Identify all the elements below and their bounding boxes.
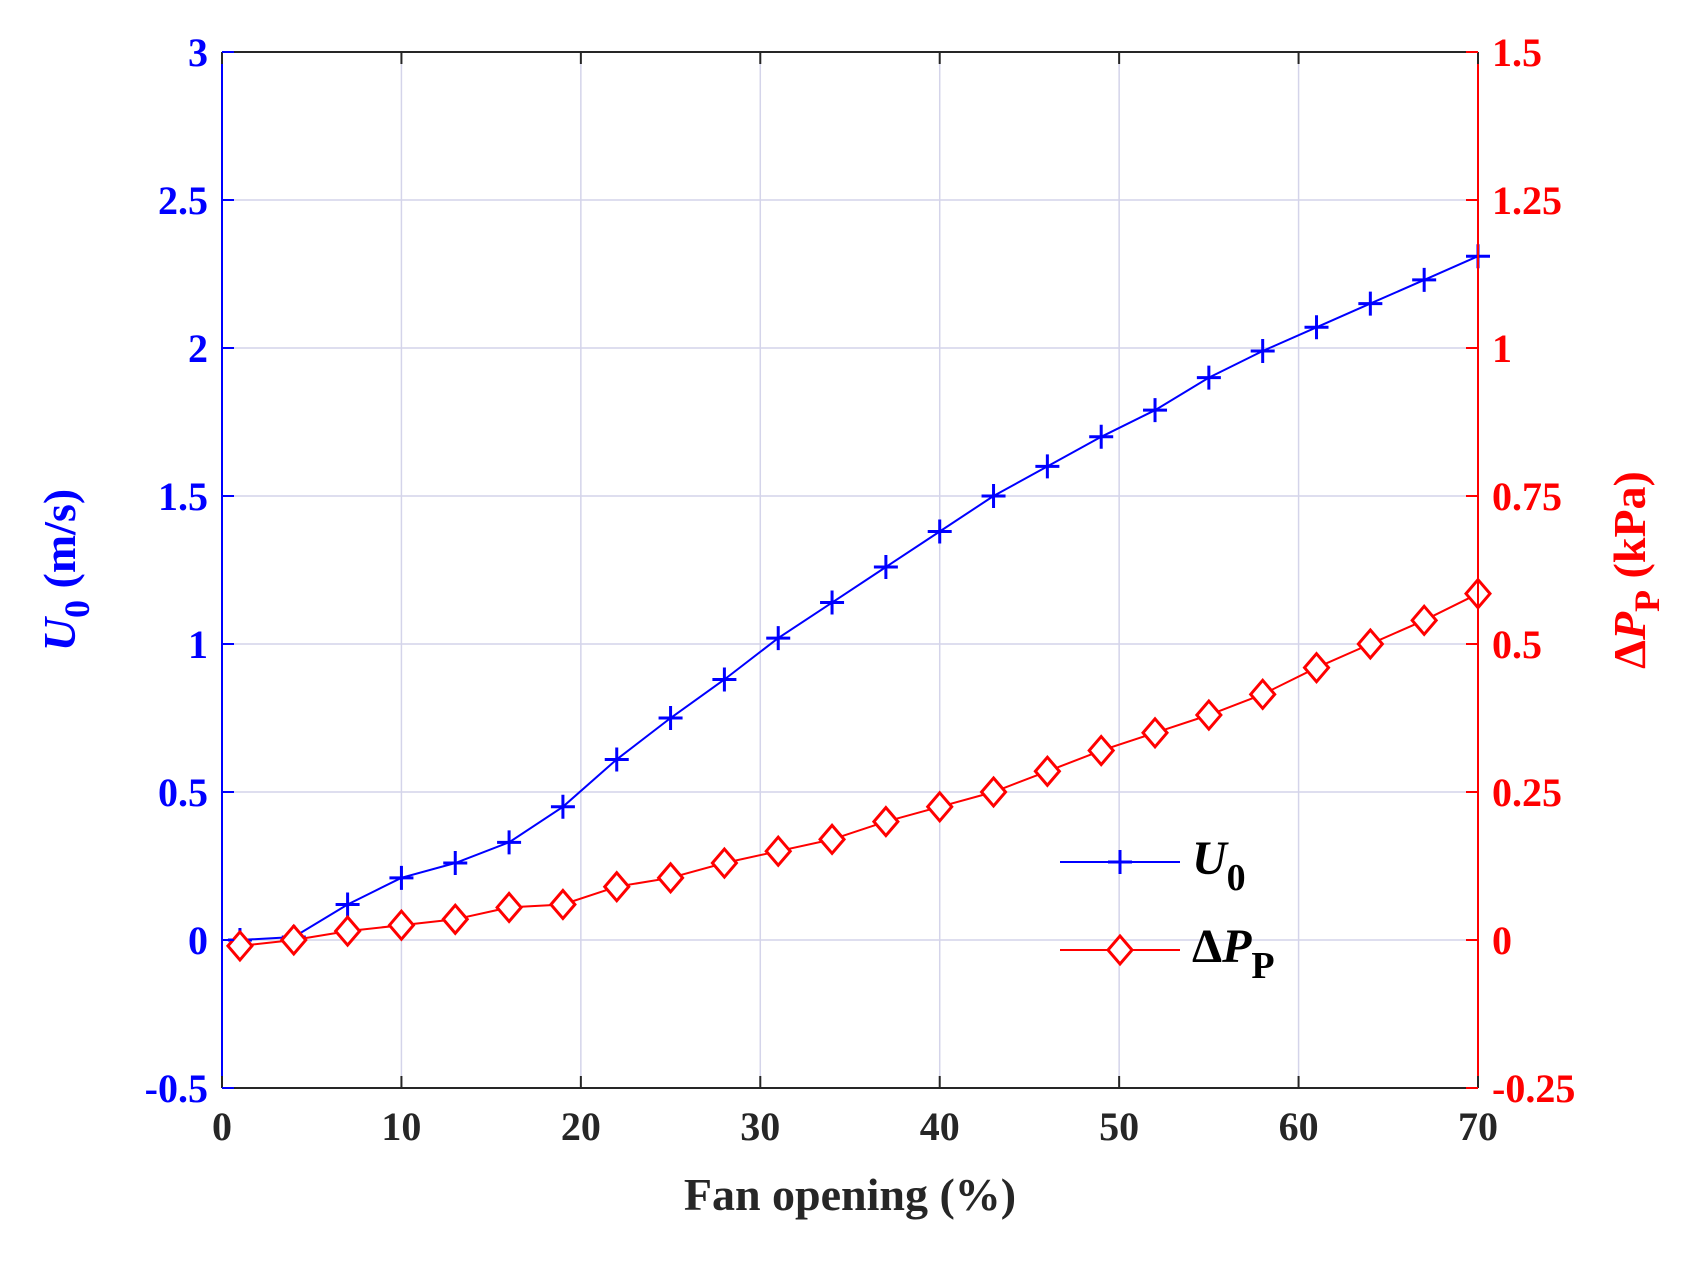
legend-u0-main: U: [1192, 832, 1229, 885]
y-right-axis-title: ΔPP (kPa): [1604, 471, 1667, 669]
series-0-point-15: [1035, 454, 1060, 479]
legend-dp-main: P: [1221, 920, 1252, 973]
plot-background: [222, 52, 1478, 1088]
legend-dp-sub: P: [1251, 945, 1274, 987]
series-1-point-16: [1087, 734, 1116, 767]
y-left-axis-title: U0 (m/s): [34, 489, 97, 651]
series-0-point-11: [820, 590, 845, 615]
series-1-point-8: [656, 861, 685, 895]
series-1-point-4: [441, 902, 470, 936]
grid: [222, 52, 1478, 1088]
series-line-0: [239, 255, 1479, 941]
legend-label-dp: ΔPP: [1192, 920, 1275, 987]
series-1-point-5: [495, 891, 524, 924]
series-1-point-19: [1248, 678, 1277, 711]
axes: [221, 51, 1479, 1089]
series-0-point-20: [1304, 315, 1329, 340]
series-0-point-2: [335, 892, 360, 917]
y-right-tick-label-4: 0.75: [1492, 474, 1562, 519]
y-left-tick-label-7: 3: [188, 30, 208, 75]
y-left-tick-label-2: 0.5: [158, 770, 208, 815]
y-right-tick-label-6: 1.25: [1492, 178, 1562, 223]
series-1-point-17: [1141, 716, 1170, 750]
series-0-point-13: [927, 519, 952, 544]
series-1-point-14: [979, 775, 1008, 809]
series-0-point-10: [766, 626, 791, 651]
series-0-point-3: [389, 865, 414, 890]
y-right-tick-label-2: 0.25: [1492, 770, 1562, 815]
series-1-point-10: [764, 834, 793, 868]
legend-marker-dp: [1106, 933, 1134, 967]
y-left-tick-label-6: 2.5: [158, 178, 208, 223]
y-left-title-main: U: [34, 615, 85, 651]
series-0-point-7: [604, 747, 629, 772]
legend-marker-u0: [1108, 850, 1132, 874]
series-0-point-8: [658, 706, 683, 730]
legend: U0 ΔPP: [1060, 832, 1275, 987]
series-1-point-13: [925, 790, 954, 824]
ticks: 0 10 20 30 40 50 60 70-0.500.511.522.53-0.2500.…: [145, 30, 1576, 1149]
series-0-point-18: [1196, 365, 1221, 390]
series-layer: [225, 244, 1492, 963]
y-left-title-unit: (m/s): [34, 489, 85, 600]
legend-label-u0: U0: [1192, 832, 1246, 899]
series-1-point-7: [602, 870, 631, 904]
series-0-point-5: [497, 830, 522, 855]
y-right-title-main: P: [1604, 611, 1655, 641]
series-0-point-4: [443, 851, 468, 876]
y-left-title-sub: 0: [57, 600, 97, 618]
series-1-point-15: [1033, 754, 1062, 788]
x-axis-title: Fan opening (%): [684, 1169, 1016, 1220]
y-left-tick-label-0: -0.5: [145, 1066, 208, 1111]
x-tick-label-1: 10: [381, 1104, 421, 1149]
series-1-point-6: [548, 888, 577, 921]
y-right-title-unit: (kPa): [1604, 471, 1655, 590]
y-right-title-delta: Δ: [1604, 640, 1655, 669]
x-tick-label-0: 0: [212, 1104, 232, 1149]
y-right-title-sub: P: [1627, 590, 1667, 612]
y-left-tick-label-3: 1: [188, 622, 208, 667]
series-1-point-21: [1356, 627, 1385, 661]
series-1-point-3: [387, 908, 416, 942]
x-tick-label-3: 30: [740, 1104, 780, 1149]
series-0-point-22: [1412, 267, 1437, 292]
y-right-tick-label-1: 0: [1492, 918, 1512, 963]
series-1-point-22: [1410, 604, 1439, 637]
series-1-point-1: [279, 923, 308, 957]
series-1-point-20: [1302, 651, 1331, 684]
series-0-point-12: [873, 555, 898, 580]
y-right-tick-label-3: 0.5: [1492, 622, 1542, 667]
x-tick-label-4: 40: [920, 1104, 960, 1149]
y-right-tick-label-5: 1: [1492, 326, 1512, 371]
series-0-point-6: [550, 794, 575, 819]
series-0-point-17: [1143, 398, 1168, 423]
y-left-tick-label-5: 2: [188, 326, 208, 371]
x-tick-label-2: 20: [561, 1104, 601, 1149]
x-tick-label-6: 60: [1279, 1104, 1319, 1149]
series-0-point-19: [1250, 338, 1275, 363]
series-1-point-9: [710, 846, 739, 880]
series-1-point-0: [225, 929, 254, 963]
series-1-point-11: [818, 823, 847, 856]
x-tick-label-5: 50: [1099, 1104, 1139, 1149]
x-tick-label-7: 70: [1458, 1104, 1498, 1149]
series-0-point-9: [712, 667, 737, 692]
legend-u0-sub: 0: [1227, 857, 1246, 899]
y-right-tick-label-0: -0.25: [1492, 1066, 1575, 1111]
series-1-point-18: [1194, 698, 1223, 732]
y-left-tick-label-1: 0: [188, 918, 208, 963]
y-right-tick-label-7: 1.5: [1492, 30, 1542, 75]
series-1-point-2: [333, 914, 362, 948]
legend-dp-delta: Δ: [1192, 920, 1222, 973]
series-0-point-16: [1089, 424, 1114, 449]
series-1-point-12: [871, 805, 900, 838]
series-0-point-21: [1358, 291, 1383, 316]
series-0-point-14: [981, 484, 1006, 508]
y-left-tick-label-4: 1.5: [158, 474, 208, 519]
